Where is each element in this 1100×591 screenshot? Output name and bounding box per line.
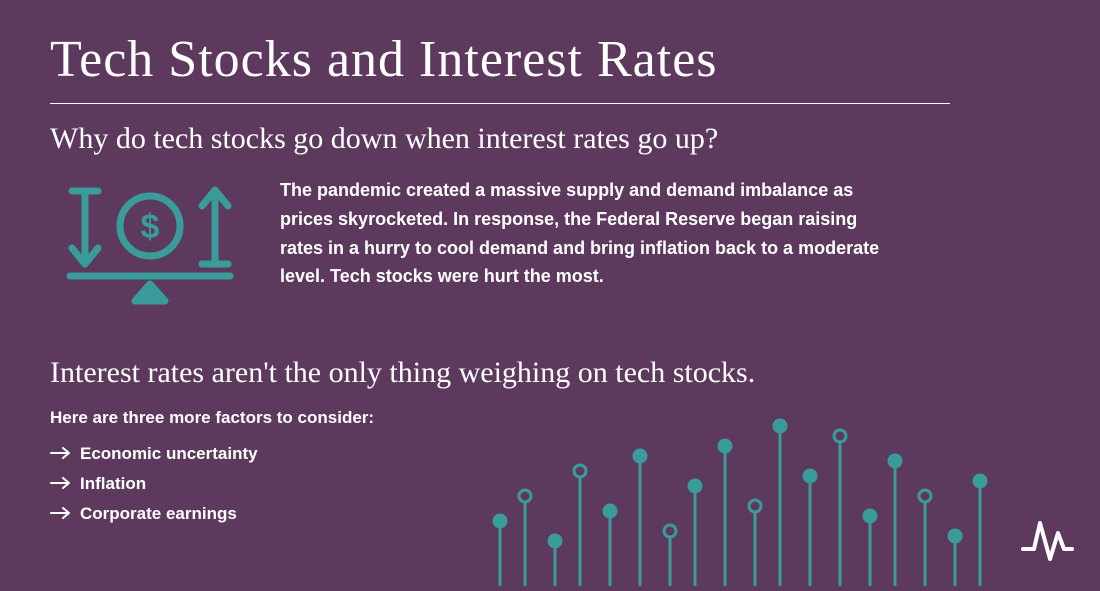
arrow-right-icon: [50, 474, 72, 494]
section-heading: Interest rates aren't the only thing wei…: [50, 356, 1050, 390]
subtitle: Why do tech stocks go down when interest…: [50, 122, 1050, 156]
pulse-logo-icon: [1020, 511, 1075, 566]
intro-section: $ The pandemic created a massive supply …: [50, 176, 1050, 311]
balance-scale-icon: $: [50, 176, 250, 311]
svg-text:$: $: [141, 208, 160, 246]
arrow-right-icon: [50, 504, 72, 524]
intro-text: The pandemic created a massive supply an…: [280, 176, 900, 291]
arrow-right-icon: [50, 444, 72, 464]
page-title: Tech Stocks and Interest Rates: [50, 30, 1050, 89]
factor-label: Economic uncertainty: [80, 444, 258, 464]
divider: [50, 103, 950, 104]
circuit-pattern-icon: [480, 406, 1000, 586]
factor-label: Inflation: [80, 474, 146, 494]
factor-label: Corporate earnings: [80, 504, 237, 524]
